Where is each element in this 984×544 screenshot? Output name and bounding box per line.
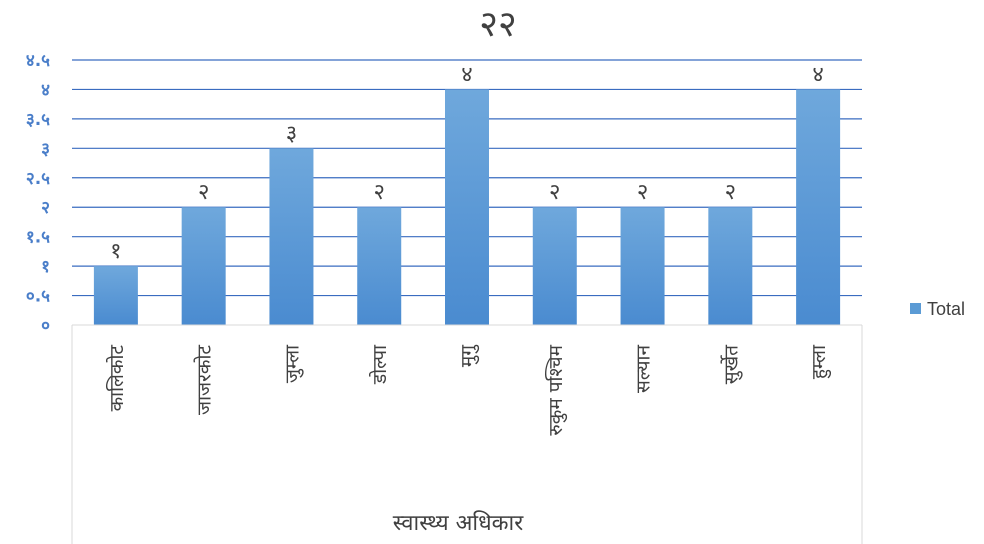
- data-label: २: [549, 180, 560, 205]
- category-axis-box: [71, 324, 863, 544]
- y-tick-label: १: [41, 257, 50, 277]
- x-tick-label: सल्यान: [633, 345, 655, 393]
- x-tick-label: सुर्खेत: [719, 344, 743, 384]
- bar: [445, 89, 489, 325]
- bar: [93, 266, 138, 325]
- data-label: २: [725, 180, 736, 205]
- x-tick-label: मुगु: [457, 344, 480, 367]
- x-tick-label: कालिकोट: [105, 345, 128, 412]
- y-tick-label: ४: [41, 80, 50, 100]
- x-tick-label: हुम्ला: [808, 344, 832, 379]
- y-axis-ticks: ० ०.५ १ १.५ २ २.५ ३ ३.५ ४ ४.५: [26, 51, 50, 336]
- bar: [357, 207, 402, 325]
- legend-label-total: Total: [927, 299, 965, 319]
- y-tick-label: १.५: [26, 228, 50, 248]
- data-label: ३: [286, 121, 297, 146]
- data-labels: १ २ ३ २ ४ २ २ २ ४: [110, 62, 824, 264]
- y-tick-label: ०: [41, 316, 50, 336]
- data-label: २: [637, 180, 648, 205]
- bar: [269, 148, 314, 325]
- legend: Total: [910, 299, 965, 319]
- y-tick-label: ३: [41, 139, 50, 159]
- chart-title: २२: [479, 4, 516, 45]
- y-tick-label: ३.५: [26, 110, 50, 130]
- data-label: १: [110, 239, 121, 264]
- x-axis-title: स्वास्थ्य अधिकार: [393, 510, 524, 536]
- x-tick-label: डोल्पा: [368, 344, 391, 385]
- bar: [532, 207, 577, 325]
- y-tick-label: २: [41, 198, 50, 218]
- x-tick-label: जुम्ला: [281, 344, 304, 383]
- y-tick-label: ०.५: [26, 287, 50, 307]
- x-tick-label: रुकुम पश्चिम: [544, 344, 568, 435]
- y-tick-label: ४.५: [26, 51, 50, 71]
- data-label: २: [373, 180, 384, 205]
- x-tick-label: जाजरकोट: [193, 345, 216, 415]
- x-axis-ticks: कालिकोट जाजरकोट जुम्ला डोल्पा मुगु रुकुम पश्च…: [105, 344, 832, 436]
- data-label: २: [198, 180, 209, 205]
- data-label: ४: [812, 62, 823, 87]
- bar: [181, 207, 226, 325]
- bar: [708, 207, 753, 325]
- data-label: ४: [461, 62, 472, 87]
- bar: [620, 207, 665, 325]
- bars: [93, 89, 841, 325]
- bar: [796, 89, 841, 325]
- legend-swatch: [910, 303, 921, 314]
- y-tick-label: २.५: [26, 169, 50, 189]
